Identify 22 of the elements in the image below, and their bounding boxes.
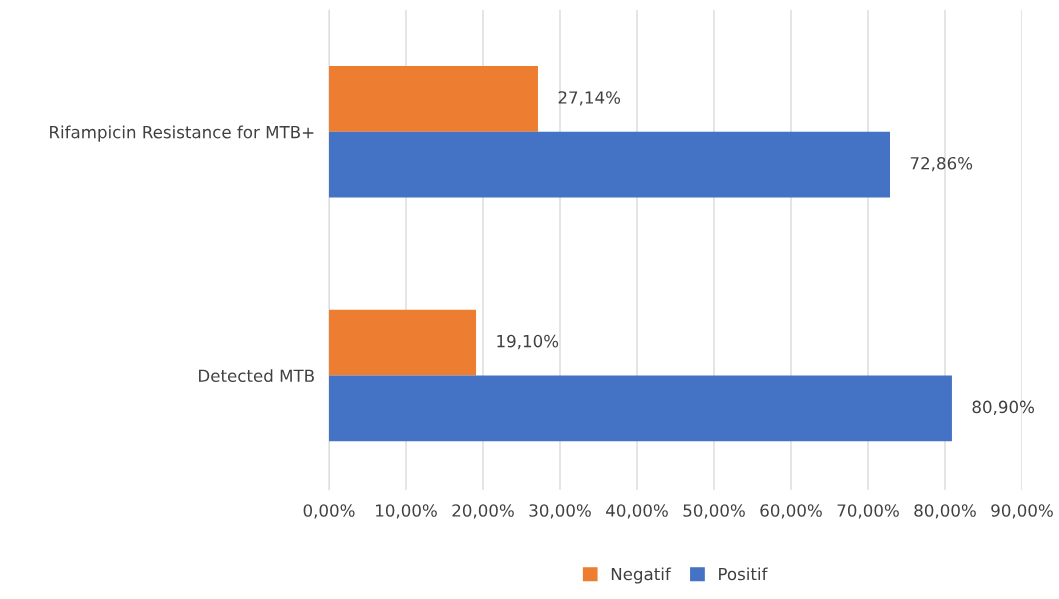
x-tick-label: 70,00% — [837, 504, 899, 519]
x-tick-label: 0,00% — [303, 504, 355, 519]
legend-label: Positif — [719, 567, 768, 581]
x-tick-label: 20,00% — [452, 504, 514, 519]
x-tick-label: 60,00% — [760, 504, 822, 519]
bar — [329, 131, 891, 198]
x-tick-label: 80,00% — [914, 504, 976, 519]
bar — [329, 309, 477, 376]
data-label: 80,90% — [972, 400, 1034, 415]
x-tick-label: 50,00% — [683, 504, 745, 519]
data-label: 19,10% — [497, 334, 559, 350]
data-label: 72,86% — [910, 156, 973, 172]
bar — [329, 66, 538, 132]
x-tick-label: 40,00% — [606, 504, 668, 519]
x-tick-label: 10,00% — [376, 504, 437, 519]
legend-label: Negatif — [611, 567, 672, 584]
y-tick-label: Rifampicin Resistance for MTB+ — [50, 125, 314, 142]
x-tick-label: 30,00% — [529, 504, 591, 519]
data-label: 27,14% — [558, 91, 621, 106]
bar — [329, 375, 952, 442]
y-tick-label: Detected MTB — [199, 369, 314, 383]
x-tick-label: 90,00% — [991, 504, 1053, 519]
